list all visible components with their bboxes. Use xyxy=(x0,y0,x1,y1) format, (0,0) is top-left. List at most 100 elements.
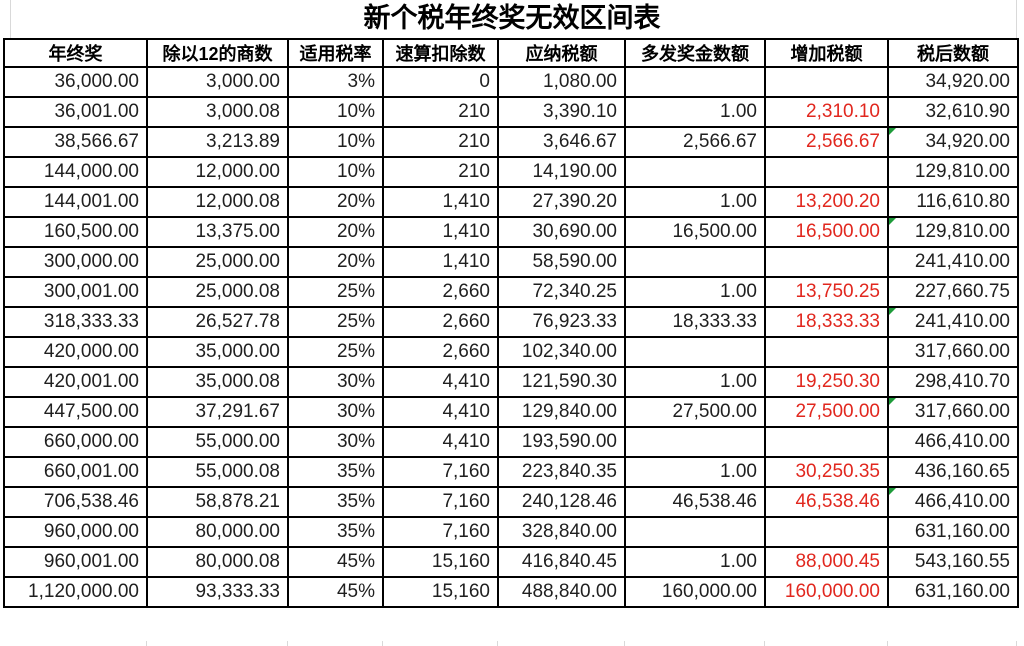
cell-quick-deduction[interactable]: 1,410 xyxy=(382,186,499,218)
cell-after-tax[interactable]: 631,160.00 xyxy=(887,516,1019,548)
cell-extra-bonus[interactable]: 1.00 xyxy=(624,276,766,308)
cell-tax-payable[interactable]: 72,340.25 xyxy=(497,276,626,308)
cell-quick-deduction[interactable]: 210 xyxy=(382,96,499,128)
cell-tax-payable[interactable]: 3,646.67 xyxy=(497,126,626,158)
cell-tax-rate[interactable]: 10% xyxy=(287,96,384,128)
cell-annual-bonus[interactable]: 144,000.00 xyxy=(3,156,148,188)
cell-annual-bonus[interactable]: 447,500.00 xyxy=(3,396,148,428)
cell-added-tax[interactable]: 27,500.00 xyxy=(764,396,889,428)
cell-quotient-by-12[interactable]: 55,000.08 xyxy=(146,456,289,488)
cell-extra-bonus[interactable]: 1.00 xyxy=(624,546,766,578)
cell-added-tax[interactable] xyxy=(764,156,889,188)
cell-tax-rate[interactable]: 45% xyxy=(287,576,384,608)
cell-tax-payable[interactable]: 193,590.00 xyxy=(497,426,626,458)
cell-annual-bonus[interactable]: 300,000.00 xyxy=(3,246,148,278)
cell-quotient-by-12[interactable]: 37,291.67 xyxy=(146,396,289,428)
cell-quotient-by-12[interactable]: 35,000.00 xyxy=(146,336,289,368)
cell-quotient-by-12[interactable]: 3,000.08 xyxy=(146,96,289,128)
cell-tax-rate[interactable]: 3% xyxy=(287,66,384,98)
cell-quick-deduction[interactable]: 15,160 xyxy=(382,576,499,608)
cell-tax-rate[interactable]: 30% xyxy=(287,366,384,398)
cell-annual-bonus[interactable]: 420,001.00 xyxy=(3,366,148,398)
cell-tax-payable[interactable]: 14,190.00 xyxy=(497,156,626,188)
cell-annual-bonus[interactable]: 960,000.00 xyxy=(3,516,148,548)
cell-after-tax[interactable]: 129,810.00 xyxy=(887,156,1019,188)
cell-after-tax[interactable]: 543,160.55 xyxy=(887,546,1019,578)
cell-added-tax[interactable] xyxy=(764,66,889,98)
cell-tax-rate[interactable]: 45% xyxy=(287,546,384,578)
cell-quick-deduction[interactable]: 1,410 xyxy=(382,216,499,248)
cell-after-tax[interactable]: 466,410.00 xyxy=(887,486,1019,518)
cell-tax-rate[interactable]: 25% xyxy=(287,276,384,308)
cell-tax-rate[interactable]: 20% xyxy=(287,246,384,278)
cell-quotient-by-12[interactable]: 3,213.89 xyxy=(146,126,289,158)
cell-annual-bonus[interactable]: 706,538.46 xyxy=(3,486,148,518)
cell-tax-payable[interactable]: 416,840.45 xyxy=(497,546,626,578)
cell-extra-bonus[interactable]: 1.00 xyxy=(624,366,766,398)
cell-added-tax[interactable]: 19,250.30 xyxy=(764,366,889,398)
cell-quotient-by-12[interactable]: 3,000.00 xyxy=(146,66,289,98)
cell-extra-bonus[interactable] xyxy=(624,156,766,188)
cell-tax-rate[interactable]: 35% xyxy=(287,486,384,518)
cell-annual-bonus[interactable]: 38,566.67 xyxy=(3,126,148,158)
cell-added-tax[interactable] xyxy=(764,426,889,458)
cell-quick-deduction[interactable]: 2,660 xyxy=(382,276,499,308)
cell-quick-deduction[interactable]: 0 xyxy=(382,66,499,98)
cell-after-tax[interactable]: 241,410.00 xyxy=(887,306,1019,338)
column-header-quick-deduction[interactable]: 速算扣除数 xyxy=(382,38,499,68)
cell-annual-bonus[interactable]: 1,120,000.00 xyxy=(3,576,148,608)
cell-tax-payable[interactable]: 240,128.46 xyxy=(497,486,626,518)
cell-quotient-by-12[interactable]: 12,000.08 xyxy=(146,186,289,218)
cell-annual-bonus[interactable]: 420,000.00 xyxy=(3,336,148,368)
cell-quotient-by-12[interactable]: 25,000.08 xyxy=(146,276,289,308)
cell-extra-bonus[interactable] xyxy=(624,516,766,548)
cell-after-tax[interactable]: 32,610.90 xyxy=(887,96,1019,128)
cell-tax-payable[interactable]: 488,840.00 xyxy=(497,576,626,608)
cell-tax-rate[interactable]: 20% xyxy=(287,216,384,248)
cell-added-tax[interactable]: 18,333.33 xyxy=(764,306,889,338)
cell-quick-deduction[interactable]: 2,660 xyxy=(382,306,499,338)
cell-tax-payable[interactable]: 76,923.33 xyxy=(497,306,626,338)
cell-quick-deduction[interactable]: 15,160 xyxy=(382,546,499,578)
cell-quotient-by-12[interactable]: 55,000.00 xyxy=(146,426,289,458)
cell-tax-payable[interactable]: 1,080.00 xyxy=(497,66,626,98)
cell-tax-rate[interactable]: 30% xyxy=(287,426,384,458)
cell-annual-bonus[interactable]: 160,500.00 xyxy=(3,216,148,248)
cell-extra-bonus[interactable]: 46,538.46 xyxy=(624,486,766,518)
cell-added-tax[interactable]: 2,310.10 xyxy=(764,96,889,128)
cell-after-tax[interactable]: 34,920.00 xyxy=(887,126,1019,158)
cell-after-tax[interactable]: 317,660.00 xyxy=(887,396,1019,428)
cell-annual-bonus[interactable]: 36,000.00 xyxy=(3,66,148,98)
cell-quick-deduction[interactable]: 4,410 xyxy=(382,396,499,428)
cell-quick-deduction[interactable]: 210 xyxy=(382,156,499,188)
cell-quotient-by-12[interactable]: 93,333.33 xyxy=(146,576,289,608)
cell-annual-bonus[interactable]: 300,001.00 xyxy=(3,276,148,308)
cell-after-tax[interactable]: 129,810.00 xyxy=(887,216,1019,248)
cell-quick-deduction[interactable]: 4,410 xyxy=(382,366,499,398)
cell-added-tax[interactable]: 160,000.00 xyxy=(764,576,889,608)
cell-quick-deduction[interactable]: 4,410 xyxy=(382,426,499,458)
cell-extra-bonus[interactable] xyxy=(624,66,766,98)
cell-after-tax[interactable]: 317,660.00 xyxy=(887,336,1019,368)
column-header-quotient-by-12[interactable]: 除以12的商数 xyxy=(146,38,289,68)
cell-added-tax[interactable]: 16,500.00 xyxy=(764,216,889,248)
cell-tax-payable[interactable]: 3,390.10 xyxy=(497,96,626,128)
cell-added-tax[interactable] xyxy=(764,336,889,368)
cell-quotient-by-12[interactable]: 80,000.00 xyxy=(146,516,289,548)
cell-tax-payable[interactable]: 223,840.35 xyxy=(497,456,626,488)
cell-extra-bonus[interactable]: 1.00 xyxy=(624,186,766,218)
cell-tax-payable[interactable]: 129,840.00 xyxy=(497,396,626,428)
cell-extra-bonus[interactable]: 27,500.00 xyxy=(624,396,766,428)
cell-annual-bonus[interactable]: 960,001.00 xyxy=(3,546,148,578)
cell-quick-deduction[interactable]: 1,410 xyxy=(382,246,499,278)
column-header-extra-bonus[interactable]: 多发奖金数额 xyxy=(624,38,766,68)
column-header-tax-rate[interactable]: 适用税率 xyxy=(287,38,384,68)
cell-added-tax[interactable]: 46,538.46 xyxy=(764,486,889,518)
cell-extra-bonus[interactable]: 160,000.00 xyxy=(624,576,766,608)
cell-quick-deduction[interactable]: 7,160 xyxy=(382,456,499,488)
cell-after-tax[interactable]: 227,660.75 xyxy=(887,276,1019,308)
cell-annual-bonus[interactable]: 144,001.00 xyxy=(3,186,148,218)
cell-extra-bonus[interactable]: 2,566.67 xyxy=(624,126,766,158)
cell-annual-bonus[interactable]: 660,000.00 xyxy=(3,426,148,458)
cell-added-tax[interactable] xyxy=(764,246,889,278)
